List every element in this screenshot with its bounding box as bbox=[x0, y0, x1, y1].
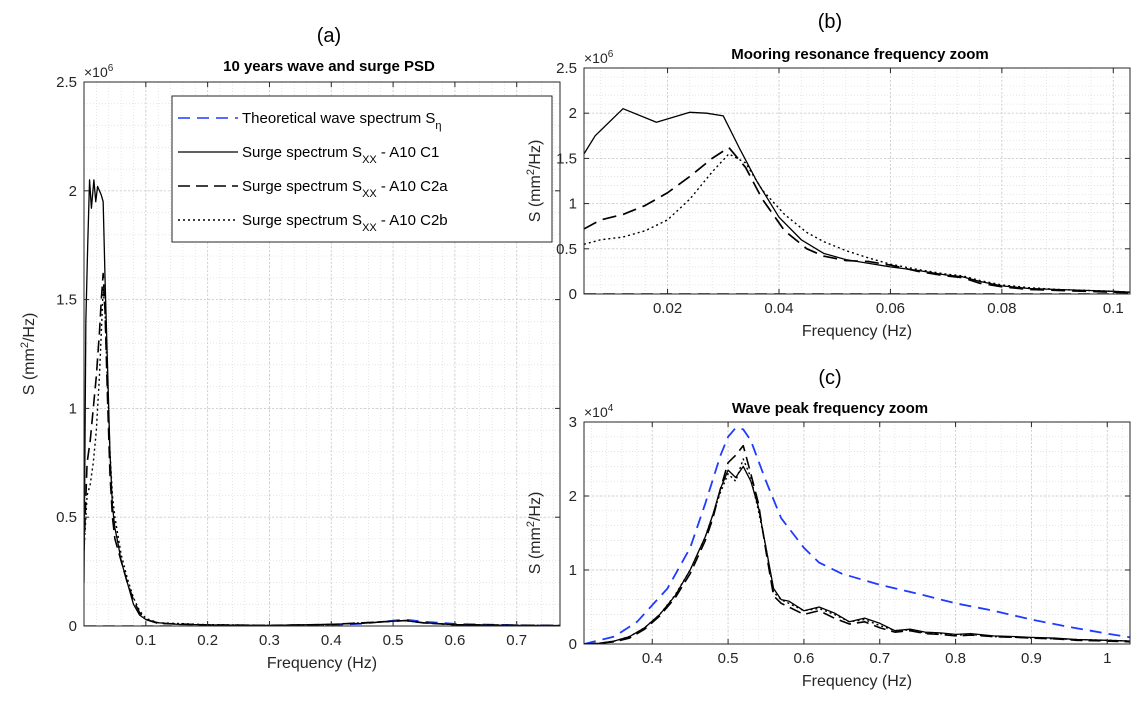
x-tick-label: 1 bbox=[1103, 650, 1111, 667]
panel-label-a: (a) bbox=[317, 25, 341, 47]
series-line-3 bbox=[84, 288, 560, 626]
y-tick-label: 0 bbox=[69, 618, 77, 635]
y-tick-label: 2 bbox=[569, 105, 577, 122]
y-exponent-label: ×104 bbox=[584, 403, 614, 420]
plot-area-c: 0.4 0.5 0.6 0.7 0.8 0.9 1 0 1 2 3 ×104 Frequency (Hz… bbox=[525, 403, 1131, 690]
y-tick-label: 1.5 bbox=[556, 150, 577, 167]
series-group bbox=[584, 427, 1130, 644]
x-tick-label: 0.7 bbox=[869, 650, 890, 667]
series-line-2 bbox=[584, 146, 1130, 294]
y-tick-label: 2 bbox=[569, 488, 577, 505]
plot-background bbox=[584, 68, 1130, 294]
legend-entry-1: Surge spectrum SXX - A10 C1 bbox=[242, 144, 439, 166]
x-tick-label: 0.5 bbox=[383, 632, 404, 649]
y-tick-label: 0.5 bbox=[556, 241, 577, 258]
axes-frame bbox=[83, 81, 561, 627]
y-tick-label: 1 bbox=[569, 196, 577, 213]
legend-a: Theoretical wave spectrum Sη Surge spectr… bbox=[171, 95, 553, 243]
y-tick-label: 3 bbox=[569, 414, 577, 431]
panel-label-b: (b) bbox=[818, 11, 842, 33]
x-tick-label: 0.6 bbox=[793, 650, 814, 667]
y-tick-label: 2.5 bbox=[56, 74, 77, 91]
y-exponent-label: ×106 bbox=[84, 63, 114, 80]
y-tick-label: 0 bbox=[569, 636, 577, 653]
chart-title-c: Wave peak frequency zoom bbox=[732, 400, 928, 417]
x-tick-label: 0.08 bbox=[987, 300, 1016, 317]
y-tick-label: 2 bbox=[69, 183, 77, 200]
legend-entry-3: Surge spectrum SXX - A10 C2b bbox=[242, 212, 448, 234]
x-tick-label: 0.6 bbox=[444, 632, 465, 649]
x-tick-label: 0.7 bbox=[506, 632, 527, 649]
y-tick-label: 1 bbox=[69, 400, 77, 417]
y-tick-label: 1.5 bbox=[56, 292, 77, 309]
x-tick-label: 0.02 bbox=[653, 300, 682, 317]
panel-label-c: (c) bbox=[818, 367, 841, 389]
x-axis-label: Frequency (Hz) bbox=[802, 323, 912, 340]
x-axis-label: Frequency (Hz) bbox=[267, 655, 377, 672]
x-tick-label: 0.5 bbox=[718, 650, 739, 667]
y-axis-label: S (mm2/Hz) bbox=[525, 492, 544, 575]
legend-box bbox=[171, 95, 553, 243]
x-tick-label: 0.3 bbox=[259, 632, 280, 649]
panel-a: (a) 10 years wave and surge PSD 0.1 0.2 0.… bbox=[19, 25, 561, 672]
y-tick-label: 2.5 bbox=[556, 60, 577, 77]
y-axis-label: S (mm2/Hz) bbox=[525, 140, 544, 223]
series-line-0 bbox=[584, 427, 1130, 644]
x-tick-label: 0.9 bbox=[1021, 650, 1042, 667]
chart-title-a: 10 years wave and surge PSD bbox=[223, 58, 435, 75]
x-tick-label: 0.4 bbox=[321, 632, 342, 649]
y-tick-label: 0 bbox=[569, 286, 577, 303]
plot-background bbox=[584, 422, 1130, 644]
x-tick-label: 0.2 bbox=[197, 632, 218, 649]
legend-entry-0: Theoretical wave spectrum Sη bbox=[242, 110, 442, 132]
x-tick-label: 0.04 bbox=[764, 300, 793, 317]
x-tick-label: 0.1 bbox=[135, 632, 156, 649]
series-group bbox=[584, 108, 1130, 294]
y-axis-label: S (mm2/Hz) bbox=[19, 313, 38, 396]
series-line-1 bbox=[584, 465, 1130, 644]
x-tick-label: 0.1 bbox=[1103, 300, 1124, 317]
x-tick-label: 0.4 bbox=[642, 650, 663, 667]
x-tick-label: 0.8 bbox=[945, 650, 966, 667]
y-tick-label: 1 bbox=[569, 562, 577, 579]
legend-entry-2: Surge spectrum SXX - A10 C2a bbox=[242, 178, 448, 200]
series-line-1 bbox=[584, 108, 1130, 293]
x-axis-label: Frequency (Hz) bbox=[802, 673, 912, 690]
series-line-3 bbox=[584, 458, 1130, 644]
panel-c: (c) Wave peak frequency zoom 0.4 0.5 0.6 0.… bbox=[525, 367, 1131, 690]
y-tick-label: 0.5 bbox=[56, 509, 77, 526]
x-tick-label: 0.06 bbox=[876, 300, 905, 317]
plot-area-b: 0.02 0.04 0.06 0.08 0.1 0 0.5 1 1.5 2 2.5 ×106 Frequ… bbox=[525, 49, 1131, 340]
axes-frame bbox=[583, 67, 1131, 295]
y-exponent-label: ×106 bbox=[584, 49, 614, 66]
axes-frame bbox=[583, 421, 1131, 645]
series-group bbox=[84, 179, 560, 626]
chart-title-b: Mooring resonance frequency zoom bbox=[731, 46, 989, 63]
panel-b: (b) Mooring resonance frequency zoom 0.0… bbox=[525, 11, 1131, 340]
